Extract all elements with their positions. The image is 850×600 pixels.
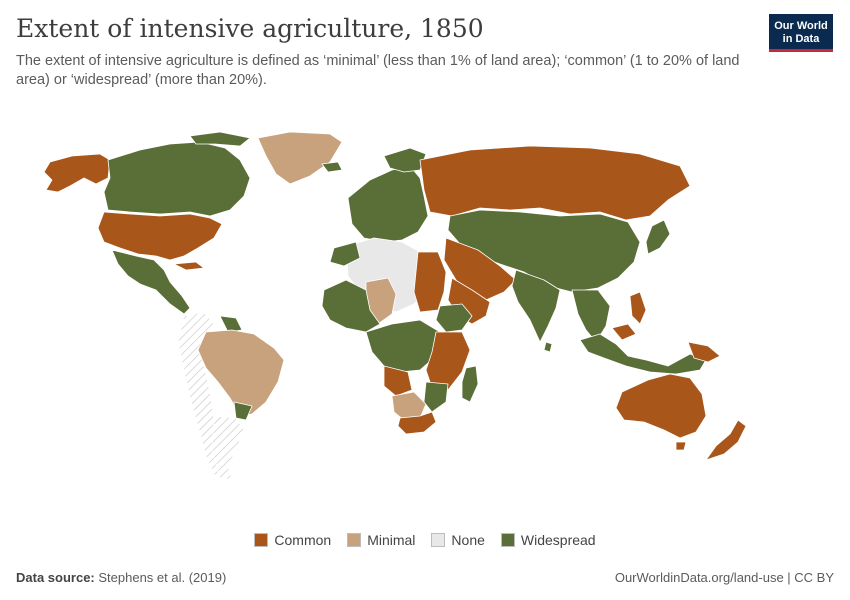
region-south-africa[interactable] — [397, 411, 437, 435]
owid-logo[interactable]: Our World in Data — [769, 14, 833, 52]
region-india[interactable] — [511, 269, 561, 343]
region-united-states[interactable] — [97, 211, 223, 261]
region-uruguay[interactable] — [233, 401, 253, 421]
legend-swatch-common — [254, 533, 269, 547]
data-source-label: Data source: — [16, 570, 95, 585]
logo-line-1: Our World — [774, 20, 828, 32]
legend-swatch-widespread — [500, 533, 515, 547]
chart-subtitle: The extent of intensive agriculture is d… — [16, 53, 740, 88]
legend-item-minimal[interactable]: Minimal — [347, 532, 415, 548]
source-url[interactable]: OurWorldinData.org/land-use | CC BY — [614, 570, 834, 585]
legend-label-none: None — [451, 532, 485, 548]
region-angola[interactable] — [383, 365, 413, 397]
region-cuba[interactable] — [173, 261, 205, 271]
region-scandinavia[interactable] — [383, 147, 427, 173]
region-russia[interactable] — [419, 145, 691, 221]
region-new-zealand[interactable] — [705, 419, 747, 461]
region-australia[interactable] — [615, 373, 707, 439]
legend-label-widespread: Widespread — [520, 532, 596, 548]
region-ethiopia[interactable] — [435, 303, 473, 333]
region-iceland[interactable] — [321, 161, 343, 173]
region-canada[interactable] — [103, 141, 251, 217]
region-arctic-islands[interactable] — [189, 131, 251, 147]
region-sri-lanka[interactable] — [543, 341, 553, 353]
region-west-africa[interactable] — [321, 279, 381, 333]
region-east-africa[interactable] — [425, 331, 471, 391]
legend-item-common[interactable]: Common — [254, 532, 331, 548]
region-indonesia[interactable] — [579, 333, 707, 375]
region-greenland[interactable] — [257, 131, 343, 185]
legend-label-minimal: Minimal — [367, 532, 416, 548]
region-morocco[interactable] — [329, 241, 361, 267]
data-source-text[interactable]: Stephens et al. (2019) — [98, 570, 227, 585]
region-madagascar[interactable] — [461, 365, 479, 403]
legend-label-common: Common — [274, 532, 332, 548]
legend-item-none[interactable]: None — [431, 532, 485, 548]
region-malaysia[interactable] — [611, 323, 637, 341]
region-mozambique[interactable] — [423, 381, 449, 413]
region-papua[interactable] — [687, 341, 721, 363]
legend-swatch-minimal — [347, 533, 362, 547]
region-mexico-central-america[interactable] — [111, 249, 191, 315]
region-europe[interactable] — [347, 165, 429, 243]
region-alaska[interactable] — [43, 153, 111, 193]
region-guianas[interactable] — [219, 315, 243, 333]
logo-line-2: in Data — [782, 33, 820, 45]
region-japan[interactable] — [645, 219, 671, 255]
legend-swatch-none — [431, 533, 446, 547]
data-source: Data source: Stephens et al. (2019) — [16, 570, 226, 585]
map-legend: Common Minimal None Widespread — [0, 532, 850, 548]
region-tasmania[interactable] — [675, 441, 687, 451]
region-southeast-asia[interactable] — [571, 289, 611, 343]
region-brazil[interactable] — [197, 329, 285, 417]
chart-title: Extent of intensive agriculture, 1850 — [16, 14, 484, 43]
region-philippines[interactable] — [629, 291, 647, 325]
region-southern-cone[interactable] — [211, 415, 245, 481]
region-egypt-sudan[interactable] — [413, 251, 447, 313]
legend-item-widespread[interactable]: Widespread — [500, 532, 596, 548]
world-map[interactable] — [0, 120, 850, 520]
